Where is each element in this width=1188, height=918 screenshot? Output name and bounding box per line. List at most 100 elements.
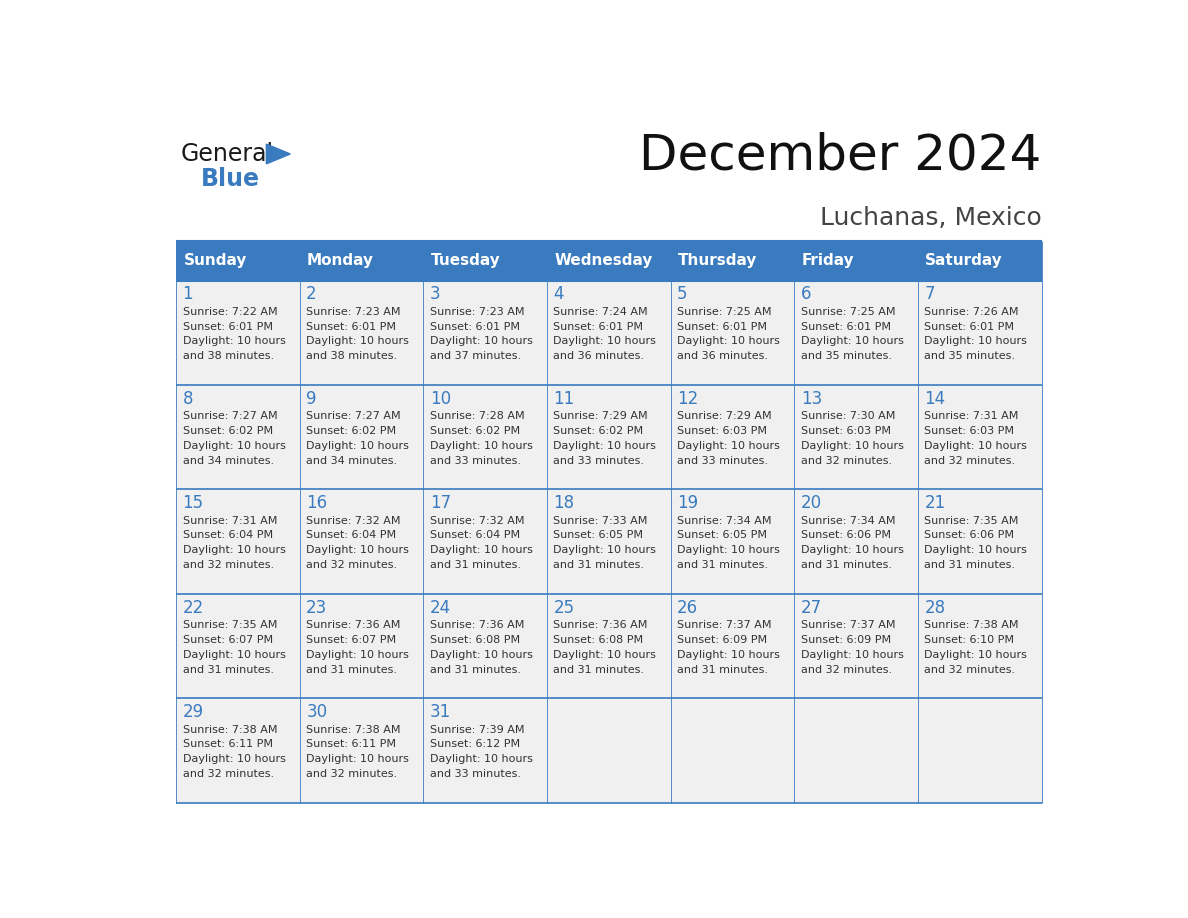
Text: Sunrise: 7:26 AM: Sunrise: 7:26 AM — [924, 307, 1019, 317]
Text: Daylight: 10 hours: Daylight: 10 hours — [430, 650, 532, 660]
Text: Sunset: 6:01 PM: Sunset: 6:01 PM — [677, 321, 767, 331]
Text: Daylight: 10 hours: Daylight: 10 hours — [430, 441, 532, 451]
Text: Daylight: 10 hours: Daylight: 10 hours — [307, 441, 409, 451]
Text: and 32 minutes.: and 32 minutes. — [801, 455, 892, 465]
Text: and 31 minutes.: and 31 minutes. — [307, 665, 397, 675]
Text: 28: 28 — [924, 599, 946, 617]
Text: Sunrise: 7:30 AM: Sunrise: 7:30 AM — [801, 411, 895, 421]
Text: Sunset: 6:11 PM: Sunset: 6:11 PM — [183, 739, 272, 749]
Text: and 33 minutes.: and 33 minutes. — [430, 769, 520, 779]
Bar — [795, 489, 918, 594]
Bar — [918, 699, 1042, 803]
Text: 14: 14 — [924, 390, 946, 408]
Bar — [546, 241, 671, 281]
Text: Sunset: 6:02 PM: Sunset: 6:02 PM — [183, 426, 273, 436]
Text: and 31 minutes.: and 31 minutes. — [924, 560, 1016, 570]
Text: 24: 24 — [430, 599, 451, 617]
Text: Sunset: 6:08 PM: Sunset: 6:08 PM — [554, 635, 644, 645]
Text: 30: 30 — [307, 703, 328, 722]
Text: Sunset: 6:02 PM: Sunset: 6:02 PM — [554, 426, 644, 436]
Text: Sunset: 6:06 PM: Sunset: 6:06 PM — [801, 531, 891, 541]
Text: Daylight: 10 hours: Daylight: 10 hours — [183, 755, 285, 765]
Text: Daylight: 10 hours: Daylight: 10 hours — [183, 650, 285, 660]
Text: General: General — [181, 142, 274, 166]
Text: Sunset: 6:04 PM: Sunset: 6:04 PM — [307, 531, 397, 541]
Text: 27: 27 — [801, 599, 822, 617]
Text: and 33 minutes.: and 33 minutes. — [677, 455, 769, 465]
Text: Sunset: 6:01 PM: Sunset: 6:01 PM — [924, 321, 1015, 331]
Text: Daylight: 10 hours: Daylight: 10 hours — [677, 441, 781, 451]
Text: 3: 3 — [430, 285, 441, 304]
Text: and 32 minutes.: and 32 minutes. — [307, 560, 397, 570]
Text: Sunrise: 7:35 AM: Sunrise: 7:35 AM — [183, 620, 277, 630]
Text: Sunset: 6:04 PM: Sunset: 6:04 PM — [430, 531, 520, 541]
Bar — [795, 594, 918, 699]
Text: and 31 minutes.: and 31 minutes. — [554, 665, 644, 675]
Text: and 37 minutes.: and 37 minutes. — [430, 352, 522, 361]
Bar — [299, 489, 423, 594]
Bar — [795, 241, 918, 281]
Text: Sunset: 6:11 PM: Sunset: 6:11 PM — [307, 739, 397, 749]
Text: Sunrise: 7:36 AM: Sunrise: 7:36 AM — [430, 620, 524, 630]
Text: 15: 15 — [183, 495, 203, 512]
Text: Sunrise: 7:22 AM: Sunrise: 7:22 AM — [183, 307, 277, 317]
Text: Daylight: 10 hours: Daylight: 10 hours — [677, 650, 781, 660]
Text: Daylight: 10 hours: Daylight: 10 hours — [554, 441, 656, 451]
Text: Sunset: 6:01 PM: Sunset: 6:01 PM — [801, 321, 891, 331]
Bar — [176, 489, 299, 594]
Text: Sunrise: 7:29 AM: Sunrise: 7:29 AM — [554, 411, 649, 421]
Text: Sunrise: 7:34 AM: Sunrise: 7:34 AM — [677, 516, 772, 526]
Text: and 38 minutes.: and 38 minutes. — [307, 352, 397, 361]
Bar — [176, 241, 299, 281]
Text: 10: 10 — [430, 390, 451, 408]
Bar — [423, 385, 546, 489]
Text: 29: 29 — [183, 703, 203, 722]
Bar — [423, 241, 546, 281]
Text: Daylight: 10 hours: Daylight: 10 hours — [307, 650, 409, 660]
Text: Sunrise: 7:34 AM: Sunrise: 7:34 AM — [801, 516, 896, 526]
Text: Sunrise: 7:37 AM: Sunrise: 7:37 AM — [677, 620, 772, 630]
Text: and 34 minutes.: and 34 minutes. — [183, 455, 273, 465]
Bar — [795, 281, 918, 385]
Text: Monday: Monday — [308, 253, 374, 268]
Text: Sunset: 6:03 PM: Sunset: 6:03 PM — [801, 426, 891, 436]
Bar — [671, 385, 795, 489]
Text: Sunset: 6:06 PM: Sunset: 6:06 PM — [924, 531, 1015, 541]
Bar — [546, 385, 671, 489]
Text: Luchanas, Mexico: Luchanas, Mexico — [820, 206, 1042, 230]
Bar — [918, 241, 1042, 281]
Bar — [546, 594, 671, 699]
Text: Sunrise: 7:31 AM: Sunrise: 7:31 AM — [924, 411, 1019, 421]
Bar — [795, 385, 918, 489]
Text: Sunset: 6:07 PM: Sunset: 6:07 PM — [307, 635, 397, 645]
Text: Daylight: 10 hours: Daylight: 10 hours — [924, 441, 1028, 451]
Text: Sunrise: 7:31 AM: Sunrise: 7:31 AM — [183, 516, 277, 526]
Bar — [918, 281, 1042, 385]
Bar — [299, 385, 423, 489]
Text: Sunrise: 7:36 AM: Sunrise: 7:36 AM — [554, 620, 647, 630]
Bar — [423, 281, 546, 385]
Polygon shape — [266, 144, 290, 164]
Bar — [176, 699, 299, 803]
Text: 12: 12 — [677, 390, 699, 408]
Text: and 31 minutes.: and 31 minutes. — [183, 665, 273, 675]
Text: 25: 25 — [554, 599, 575, 617]
Text: Sunset: 6:08 PM: Sunset: 6:08 PM — [430, 635, 520, 645]
Text: 19: 19 — [677, 495, 699, 512]
Text: Sunrise: 7:38 AM: Sunrise: 7:38 AM — [183, 724, 277, 734]
Bar — [671, 594, 795, 699]
Text: Daylight: 10 hours: Daylight: 10 hours — [554, 545, 656, 555]
Text: and 36 minutes.: and 36 minutes. — [554, 352, 644, 361]
Text: Sunrise: 7:23 AM: Sunrise: 7:23 AM — [307, 307, 400, 317]
Bar — [176, 594, 299, 699]
Text: Sunrise: 7:36 AM: Sunrise: 7:36 AM — [307, 620, 400, 630]
Text: Sunset: 6:02 PM: Sunset: 6:02 PM — [430, 426, 520, 436]
Text: 13: 13 — [801, 390, 822, 408]
Text: 18: 18 — [554, 495, 575, 512]
Bar — [918, 489, 1042, 594]
Text: and 32 minutes.: and 32 minutes. — [183, 769, 273, 779]
Text: Sunset: 6:07 PM: Sunset: 6:07 PM — [183, 635, 273, 645]
Text: Daylight: 10 hours: Daylight: 10 hours — [183, 441, 285, 451]
Text: Sunset: 6:09 PM: Sunset: 6:09 PM — [801, 635, 891, 645]
Text: Daylight: 10 hours: Daylight: 10 hours — [924, 336, 1028, 346]
